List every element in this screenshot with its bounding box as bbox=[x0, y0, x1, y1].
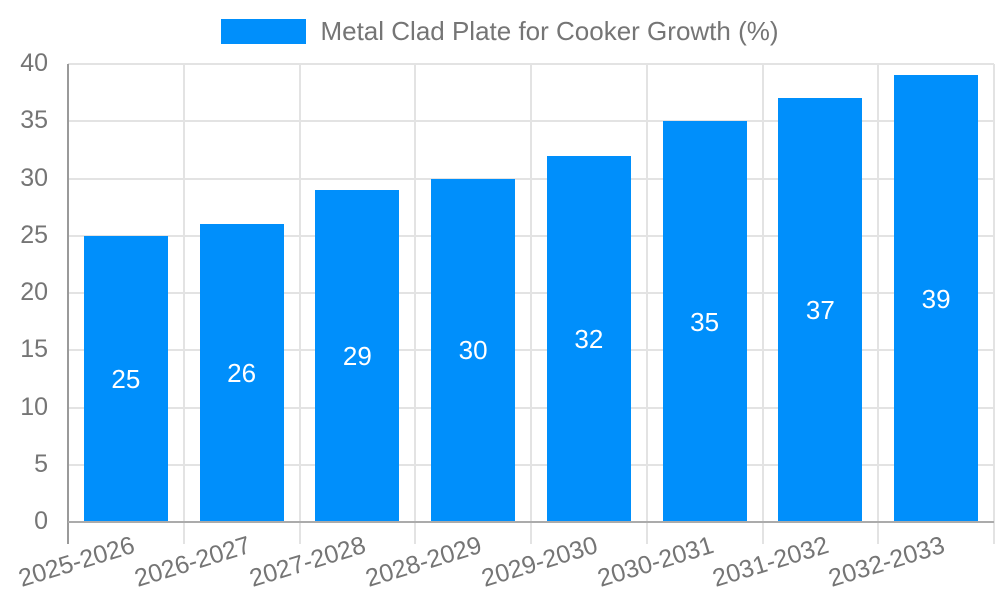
y-axis-tick-label: 5 bbox=[34, 449, 48, 478]
legend-label: Metal Clad Plate for Cooker Growth (%) bbox=[320, 16, 779, 46]
legend: Metal Clad Plate for Cooker Growth (%) bbox=[0, 16, 1000, 47]
bar-2025-2026: 25 bbox=[83, 235, 168, 522]
gridline-vertical bbox=[993, 64, 995, 544]
legend-item[interactable]: Metal Clad Plate for Cooker Growth (%) bbox=[221, 16, 779, 47]
bar-value-label: 29 bbox=[342, 340, 372, 371]
bar-2026-2027: 26 bbox=[199, 224, 284, 522]
bar-2031-2032: 37 bbox=[778, 98, 863, 522]
y-axis-tick-label: 25 bbox=[20, 220, 48, 249]
bar-2029-2030: 32 bbox=[546, 155, 631, 522]
y-axis-tick-label: 35 bbox=[20, 106, 48, 135]
legend-swatch-icon bbox=[221, 19, 307, 44]
y-axis-line bbox=[67, 64, 69, 544]
gridline-vertical bbox=[761, 64, 764, 544]
gridline-vertical bbox=[414, 64, 417, 544]
bar-value-label: 32 bbox=[574, 323, 604, 354]
bar-value-label: 26 bbox=[227, 358, 257, 389]
gridline-vertical bbox=[530, 64, 532, 544]
bar-2027-2028: 29 bbox=[315, 189, 400, 522]
bar-2028-2029: 30 bbox=[431, 178, 516, 522]
gridline-vertical bbox=[645, 64, 648, 544]
bar-2030-2031: 35 bbox=[662, 121, 747, 522]
bar-value-label: 25 bbox=[111, 363, 141, 394]
bar-value-label: 30 bbox=[458, 335, 488, 366]
y-axis-tick-label: 30 bbox=[20, 163, 48, 192]
gridline-vertical bbox=[182, 64, 185, 544]
bar-value-label: 39 bbox=[921, 283, 951, 314]
y-axis-tick-label: 40 bbox=[20, 49, 48, 77]
gridline-vertical bbox=[877, 64, 880, 544]
bar-value-label: 37 bbox=[805, 295, 835, 326]
y-axis-tick-label: 15 bbox=[20, 335, 48, 364]
y-axis-tick-label: 10 bbox=[20, 392, 48, 421]
y-axis-tick-label: 0 bbox=[34, 507, 48, 535]
x-axis-line bbox=[68, 521, 994, 523]
gridline-vertical bbox=[298, 64, 301, 544]
bar-2032-2033: 39 bbox=[894, 75, 979, 522]
bar-value-label: 35 bbox=[690, 306, 720, 337]
y-axis-tick-label: 20 bbox=[20, 278, 48, 306]
